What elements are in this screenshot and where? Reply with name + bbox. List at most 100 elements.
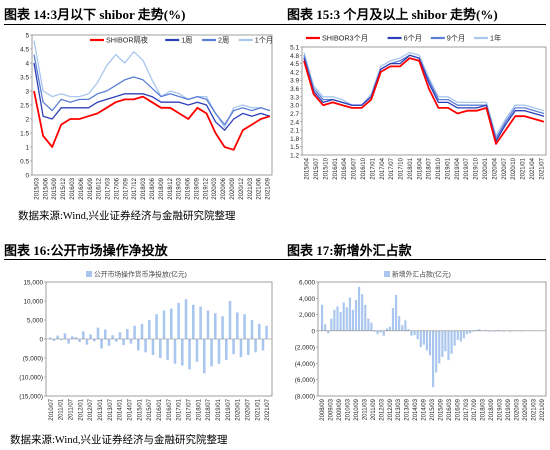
fig16-bar: [126, 329, 129, 339]
fig17-bar: [367, 318, 370, 331]
fig16-bar: [155, 314, 158, 339]
fig16-bar: [228, 301, 232, 339]
fig15-series-line: [303, 51, 545, 137]
fig17-bar: [379, 330, 382, 333]
fig17-bar: [382, 330, 385, 336]
fig16-xtick-label: 2018/01: [196, 398, 202, 420]
fig17-xtick-label: 2020/09: [523, 398, 529, 420]
fig17-xtick-label: 2017/09: [472, 398, 478, 420]
fig15-title: 图表 15:3 个月及以上 shibor 走势(%): [287, 7, 498, 22]
fig15-xtick-label: 2021/04: [530, 157, 536, 179]
fig14-plot-frame: [31, 34, 273, 176]
fig15-xtick-label: 2018/04: [417, 157, 423, 179]
fig16-xtick-label: 2019/07: [226, 398, 232, 420]
fig17-bar: [361, 294, 364, 331]
fig17-bar: [447, 330, 450, 361]
fig16-xtick-label: 2013/01: [98, 398, 104, 420]
fig15-xtick-label: 2016/07: [352, 157, 358, 179]
fig15-xtick-label: 2019/04: [455, 157, 461, 179]
fig16-bar: [122, 339, 125, 346]
fig14-xtick-label: 2016/12: [97, 177, 103, 199]
fig14-xtick-label: 2017/09: [123, 177, 129, 199]
fig17-bar: [435, 330, 438, 373]
fig14-xtick-label: 2020/03: [212, 177, 218, 199]
fig14-xtick-label: 2018/03: [141, 177, 147, 199]
fig17-xtick-label: 2012/03: [379, 398, 385, 420]
fig15-ytick-label: 1.8: [290, 136, 299, 143]
fig14-ytick-label: 4: [25, 61, 29, 68]
fig14-ytick-label: 1: [25, 145, 29, 152]
fig16-bar: [254, 339, 257, 353]
fig14-xtick-label: 2017/03: [106, 177, 112, 199]
fig14-xtick-label: 2016/06: [79, 177, 85, 199]
fig16-xtick-label: 2019/01: [216, 398, 222, 420]
fig15-xtick-label: 2021/01: [521, 157, 527, 179]
fig17-bar: [438, 330, 441, 364]
fig17-bar: [385, 328, 388, 331]
fig15-ytick-label: 3.9: [290, 78, 299, 85]
fig17-plot-frame: [317, 281, 547, 397]
fig17-xtick-label: 2008/09: [320, 398, 326, 420]
fig16-bar: [195, 339, 199, 362]
fig17-bar: [509, 330, 512, 332]
fig17-bar: [391, 308, 395, 331]
fig16-bar: [184, 299, 188, 339]
fig15-xtick-label: 2020/04: [492, 157, 498, 179]
fig17-ytick-label: (8,000): [295, 394, 315, 401]
fig14-ytick-label: 2.5: [20, 103, 29, 110]
fig16-xtick-label: 2010/07: [49, 398, 55, 420]
fig16-bar: [133, 325, 136, 339]
fig16-xtick-label: 2012/07: [88, 398, 94, 420]
fig16-bar: [49, 337, 52, 339]
fig16-bar: [236, 312, 239, 339]
fig15-xtick-label: 2017/04: [380, 157, 386, 179]
fig16-bar: [214, 313, 217, 339]
fig15-ytick-label: 4.5: [290, 61, 299, 68]
fig15-xtick-label: 2016/10: [361, 157, 367, 179]
fig16-xtick-label: 2020/07: [245, 398, 251, 420]
fig15-ytick-label: 3.3: [290, 94, 299, 101]
fig17-xtick-label: 2010/03: [346, 398, 352, 420]
fig16-bar: [63, 333, 67, 339]
fig16-bar: [137, 339, 140, 351]
fig15-legend-label: 1年: [490, 34, 501, 43]
fig17-xtick-label: 2013/09: [405, 398, 411, 420]
fig15-xtick-label: 2020/01: [483, 157, 489, 179]
fig17-xtick-label: 2021/03: [531, 398, 537, 420]
fig17-bar: [462, 330, 465, 339]
fig17-bar: [373, 330, 376, 332]
fig15-series-line: [303, 57, 545, 145]
source-note-bottom: 数据来源:Wind,兴业证券经济与金融研究院整理: [10, 435, 228, 446]
fig17-bar: [321, 304, 324, 331]
fig16-xtick-label: 2016/07: [167, 398, 173, 420]
fig16-xtick-label: 2014/01: [118, 398, 124, 420]
fig17-xtick-label: 2020/03: [514, 398, 520, 420]
fig14-legend-label: 1个月: [255, 36, 273, 45]
fig17-bar: [401, 325, 404, 331]
fig17-bar: [395, 295, 398, 331]
fig15-xtick-label: 2017/10: [399, 157, 405, 179]
fig15-xtick-label: 2016/04: [342, 157, 348, 179]
fig17-bar: [388, 326, 391, 331]
fig14-xtick-label: 2016/09: [88, 177, 94, 199]
fig16-bar: [96, 327, 100, 339]
fig17-bar: [345, 307, 348, 331]
fig15-legend-label: 9个月: [447, 34, 465, 43]
fig16-ytick-label: 15,000: [23, 280, 43, 287]
fig16-bar: [85, 339, 89, 345]
middle-rule: [4, 259, 546, 260]
fig17-xtick-label: 2018/09: [489, 398, 495, 420]
fig17-bar: [416, 330, 419, 339]
fig14-xtick-label: 2018/09: [159, 177, 165, 199]
fig14-xtick-label: 2018/06: [150, 177, 156, 199]
fig17-legend-swatch: [384, 271, 390, 277]
fig15-plot-frame: [301, 46, 547, 156]
fig15-legend-label: SHIBOR3个月: [322, 34, 368, 43]
fig16-bar: [151, 339, 155, 355]
fig16-xtick-label: 2021/01: [255, 398, 261, 420]
fig14-legend-label: SHIBOR隔夜: [106, 36, 148, 45]
fig16-bar: [225, 339, 228, 360]
fig17-bar: [419, 330, 422, 348]
fig14-series-line: [33, 62, 271, 131]
